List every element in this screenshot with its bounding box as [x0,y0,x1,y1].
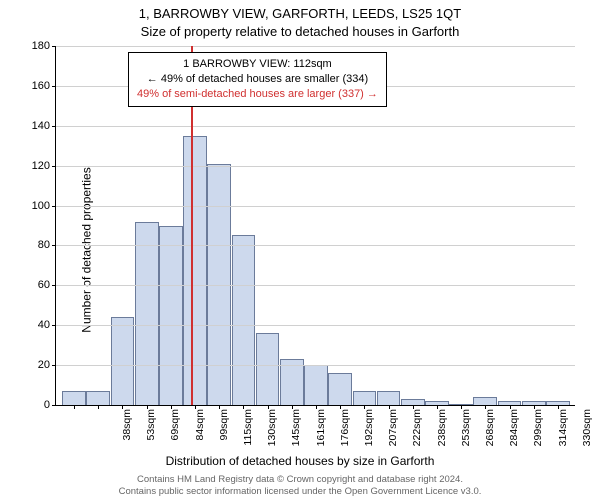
xtick-label: 284sqm [506,409,520,459]
xtick-mark [292,405,293,409]
histogram-bar [62,391,86,405]
xtick-mark [389,405,390,409]
grid-line [56,285,575,286]
chart-title-line1: 1, BARROWBY VIEW, GARFORTH, LEEDS, LS25 … [0,6,600,21]
xtick-mark [364,405,365,409]
histogram-bar [473,397,497,405]
xtick-label: 130sqm [264,409,278,459]
xtick-mark [413,405,414,409]
ytick-mark [52,166,56,167]
ytick-mark [52,86,56,87]
ytick-label: 60 [38,279,50,291]
histogram-bar [135,222,159,405]
xtick-label: 253sqm [458,409,472,459]
grid-line [56,206,575,207]
ytick-mark [52,245,56,246]
ytick-mark [52,365,56,366]
annotation-box: 1 BARROWBY VIEW: 112sqm← 49% of detached… [128,52,387,107]
xtick-label: 192sqm [361,409,375,459]
xtick-label: 69sqm [167,409,181,459]
xtick-label: 99sqm [216,409,230,459]
xtick-label: 330sqm [579,409,593,459]
xtick-label: 314sqm [555,409,569,459]
ytick-label: 20 [38,359,50,371]
ytick-label: 40 [38,319,50,331]
grid-line [56,166,575,167]
ytick-label: 100 [32,200,50,212]
chart-container: 1, BARROWBY VIEW, GARFORTH, LEEDS, LS25 … [0,0,600,500]
xtick-mark [534,405,535,409]
histogram-bar [232,235,256,405]
ytick-label: 0 [44,399,50,411]
xtick-mark [219,405,220,409]
xtick-mark [316,405,317,409]
xtick-label: 145sqm [288,409,302,459]
xtick-mark [268,405,269,409]
chart-title-line2: Size of property relative to detached ho… [0,24,600,39]
ytick-mark [52,325,56,326]
plot-area: 02040608010012014016018038sqm53sqm69sqm8… [55,46,575,406]
histogram-bar [256,333,280,405]
xtick-label: 161sqm [313,409,327,459]
ytick-mark [52,46,56,47]
xtick-mark [340,405,341,409]
xtick-mark [171,405,172,409]
histogram-bar [159,226,183,406]
histogram-bar [86,391,110,405]
xtick-mark [510,405,511,409]
xtick-label: 115sqm [240,409,254,459]
annotation-line2: ← 49% of detached houses are smaller (33… [137,72,378,87]
xtick-label: 268sqm [482,409,496,459]
xtick-mark [195,405,196,409]
ytick-label: 120 [32,160,50,172]
ytick-label: 160 [32,80,50,92]
x-axis-label: Distribution of detached houses by size … [0,454,600,468]
xtick-mark [98,405,99,409]
ytick-mark [52,206,56,207]
footer-attribution: Contains HM Land Registry data © Crown c… [0,474,600,498]
histogram-bar [377,391,401,405]
ytick-mark [52,126,56,127]
ytick-mark [52,285,56,286]
xtick-mark [74,405,75,409]
xtick-mark [437,405,438,409]
grid-line [56,365,575,366]
xtick-label: 207sqm [385,409,399,459]
footer-line1: Contains HM Land Registry data © Crown c… [0,474,600,486]
xtick-label: 38sqm [119,409,133,459]
ytick-label: 80 [38,239,50,251]
ytick-label: 180 [32,40,50,52]
grid-line [56,46,575,47]
xtick-mark [461,405,462,409]
xtick-mark [122,405,123,409]
xtick-label: 238sqm [434,409,448,459]
xtick-mark [147,405,148,409]
annotation-line1: 1 BARROWBY VIEW: 112sqm [137,57,378,72]
histogram-bar [304,365,328,405]
footer-line2: Contains public sector information licen… [0,486,600,498]
xtick-label: 84sqm [192,409,206,459]
xtick-mark [558,405,559,409]
grid-line [56,245,575,246]
ytick-label: 140 [32,120,50,132]
ytick-mark [52,405,56,406]
xtick-label: 222sqm [409,409,423,459]
grid-line [56,126,575,127]
xtick-label: 299sqm [530,409,544,459]
histogram-bar [111,317,135,405]
xtick-label: 53sqm [143,409,157,459]
xtick-label: 176sqm [337,409,351,459]
histogram-bar [353,391,377,405]
xtick-mark [243,405,244,409]
histogram-bar [328,373,352,405]
annotation-line3: 49% of semi-detached houses are larger (… [137,87,378,102]
xtick-mark [485,405,486,409]
grid-line [56,325,575,326]
